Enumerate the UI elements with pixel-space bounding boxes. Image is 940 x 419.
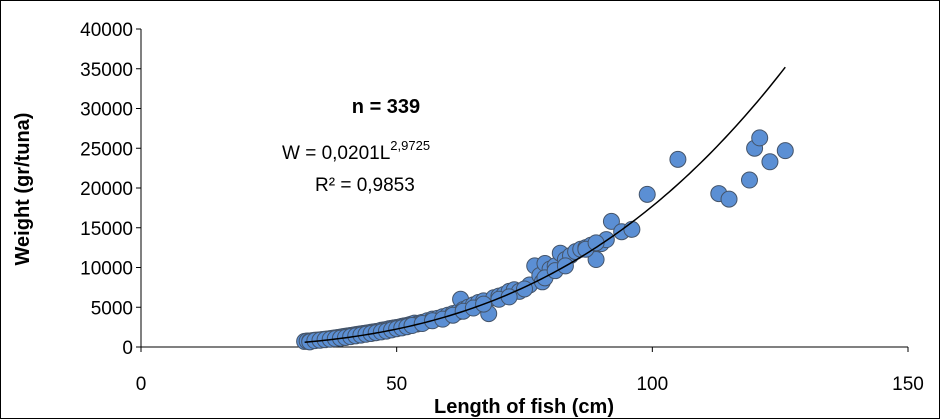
y-tick-label: 15000 — [80, 219, 133, 240]
y-axis-title: Weight (gr/tuna) — [12, 113, 34, 266]
data-point — [751, 129, 769, 147]
y-axis-ticks: 0 5000 10000 15000 20000 25000 30000 35000 40000 — [80, 20, 141, 359]
data-point — [776, 142, 794, 160]
y-tick-label: 35000 — [80, 60, 133, 81]
x-axis-ticks: 0 50 100 150 — [136, 347, 924, 395]
data-points — [296, 129, 794, 351]
y-tick-label: 20000 — [80, 179, 133, 200]
data-point — [669, 150, 687, 168]
equation-exponent: 2,9725 — [390, 138, 430, 153]
data-point — [761, 153, 779, 171]
x-tick-label: 50 — [386, 374, 407, 395]
y-tick-label: 5000 — [91, 298, 133, 319]
x-tick-label: 100 — [636, 374, 668, 395]
y-tick-label: 0 — [122, 338, 133, 359]
data-point — [740, 171, 758, 189]
equation-main: W = 0,0201L — [282, 143, 390, 164]
y-tick-label: 25000 — [80, 139, 133, 160]
data-point — [602, 212, 620, 230]
data-point — [638, 185, 656, 203]
r-squared-annotation: R² = 0,9853 — [315, 175, 415, 196]
x-axis-title: Length of fish (cm) — [434, 396, 614, 418]
x-tick-label: 0 — [136, 374, 147, 395]
axes — [140, 29, 908, 348]
data-point — [587, 251, 605, 269]
x-tick-label: 150 — [892, 374, 924, 395]
y-tick-label: 10000 — [80, 259, 133, 280]
data-point — [623, 220, 641, 238]
data-point — [720, 190, 738, 208]
y-tick-label: 40000 — [80, 20, 133, 41]
y-tick-label: 30000 — [80, 100, 133, 121]
n-annotation: n = 339 — [352, 96, 420, 118]
equation-annotation: W = 0,0201L2,9725 — [282, 138, 430, 164]
trendline — [304, 66, 786, 343]
